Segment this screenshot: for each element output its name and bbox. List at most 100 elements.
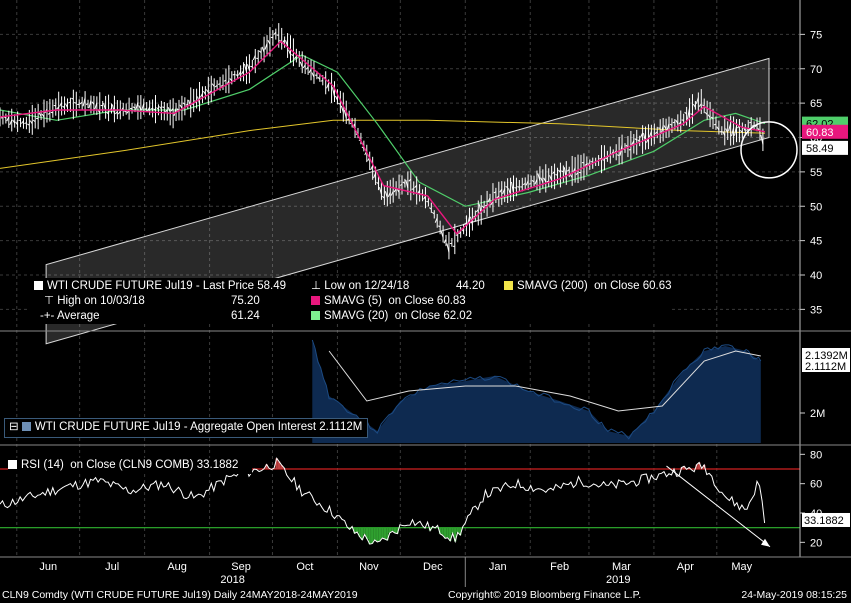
price-bar-open (147, 106, 151, 112)
footer-ticker: CLN9 Comdty (WTI CRUDE FUTURE Jul19) Dai… (2, 589, 358, 601)
month-label: Sep (231, 561, 251, 573)
price-bar-open (484, 204, 488, 207)
price-bar-open (59, 102, 63, 107)
price-bar-open (393, 188, 397, 193)
price-bar-open (502, 188, 506, 195)
price-bar-open (749, 121, 752, 124)
price-bar-open (423, 195, 426, 200)
white-swatch-icon (8, 460, 17, 469)
low-marker-icon: ⊥ (311, 280, 322, 292)
price-bar-open (264, 43, 268, 50)
legend-last-price: WTI CRUDE FUTURE Jul19 - Last Price 58.4… (34, 279, 286, 294)
price-bar-open (672, 121, 676, 124)
price-bar-open (12, 119, 16, 124)
price-bar-open (716, 126, 720, 131)
price-bar-open (167, 107, 171, 113)
month-label: Jul (105, 561, 119, 573)
price-value-tag: 58.49 (802, 140, 848, 155)
price-bar-open (88, 99, 92, 109)
price-bar-open (704, 111, 708, 115)
price-bar-open (487, 197, 491, 203)
price-bar-open (525, 180, 529, 186)
open-interest-panel (311, 339, 762, 443)
price-bar-open (340, 105, 344, 113)
axes: Jun Jul Aug Sep Oct Nov Dec Jan Feb Mar Apr May 2018… (0, 0, 851, 587)
price-bar-open (320, 80, 323, 82)
oi-value-tag-bg (802, 348, 850, 361)
price-bar-open (173, 107, 177, 116)
open-interest-legend: ⊟ WTI CRUDE FUTURE Jul19 - Aggregate Ope… (4, 418, 368, 438)
legend-low: ⊥ Low on 12/24/18 (311, 280, 410, 292)
price-bar-open (561, 170, 564, 173)
price-bar-open (47, 112, 51, 115)
price-bar-open (663, 125, 667, 130)
price-bar-open (338, 102, 341, 105)
footer: CLN9 Comdty (WTI CRUDE FUTURE Jul19) Dai… (0, 587, 851, 603)
month-label: May (731, 561, 752, 573)
price-bar-open (232, 73, 235, 76)
magenta-swatch-icon (311, 296, 320, 305)
price-bar-open (24, 122, 27, 125)
price-tick-label: 40 (810, 270, 822, 282)
footer-copyright: Copyright© 2019 Bloomberg Finance L.P. (448, 589, 642, 601)
price-bar-open (402, 181, 406, 184)
price-bar-open (91, 101, 95, 105)
price-bar-open (666, 123, 670, 131)
price-tick-label: 45 (810, 236, 822, 248)
price-bar-open (563, 167, 567, 179)
price-bar-open (440, 230, 444, 238)
price-bar-open (273, 31, 277, 36)
price-bar-open (261, 46, 265, 53)
price-bar-open (458, 232, 461, 235)
price-bar-open (376, 181, 379, 185)
price-bar-open (68, 101, 71, 104)
price-bar-open (111, 104, 115, 114)
price-bar-open (103, 102, 107, 111)
value-tag-bg (802, 124, 848, 139)
rsi-tick-label: 60 (810, 479, 822, 491)
price-bar-open (505, 186, 508, 188)
price-bar-open (687, 107, 691, 120)
oi-value-tag-bg (802, 359, 850, 372)
price-bar-open (238, 71, 242, 76)
price-bar-open (631, 140, 635, 145)
price-tick-label: 70 (810, 64, 822, 76)
sma20-line (0, 54, 766, 207)
price-bar-open (522, 183, 526, 186)
price-value-tag: 60.83 (802, 124, 848, 139)
price-bar-open (317, 76, 321, 80)
price-bar-open (429, 207, 432, 210)
footer-timestamp: 24-May-2019 08:15:25 (741, 589, 847, 601)
price-bar-open (695, 97, 699, 104)
price-bar-open (288, 49, 291, 55)
price-bar-open (408, 178, 412, 182)
price-bar-open (200, 93, 203, 98)
legend-sma200: SMAVG (200) on Close 60.63 (504, 279, 672, 294)
price-bar-open (170, 108, 174, 112)
price-bar-open (517, 186, 520, 188)
blue-swatch-icon (21, 422, 31, 431)
price-bar-open (493, 191, 497, 194)
price-legend: WTI CRUDE FUTURE Jul19 - Last Price 58.4… (28, 278, 672, 324)
price-bar-open (106, 111, 109, 115)
price-bar-open (241, 70, 244, 75)
price-bar-open (235, 74, 238, 77)
arrow-head-icon (761, 538, 770, 547)
white-swatch-icon (34, 281, 43, 290)
price-bar-open (223, 79, 227, 82)
price-bar-open (473, 215, 476, 218)
price-bar-open (654, 131, 658, 134)
price-bar-open (584, 163, 588, 166)
price-bar-open (332, 87, 335, 97)
price-bar-open (499, 189, 503, 193)
price-bar-open (211, 83, 215, 87)
price-bar-open (616, 154, 620, 157)
last-price-circle (740, 121, 798, 179)
price-bar-open (384, 191, 388, 198)
price-tick-label: 55 (810, 167, 822, 179)
month-label: Mar (612, 561, 631, 573)
price-bar-open (634, 138, 638, 141)
price-bar-open (32, 119, 36, 123)
price-bar-open (229, 78, 233, 82)
price-bar-open (156, 107, 159, 110)
